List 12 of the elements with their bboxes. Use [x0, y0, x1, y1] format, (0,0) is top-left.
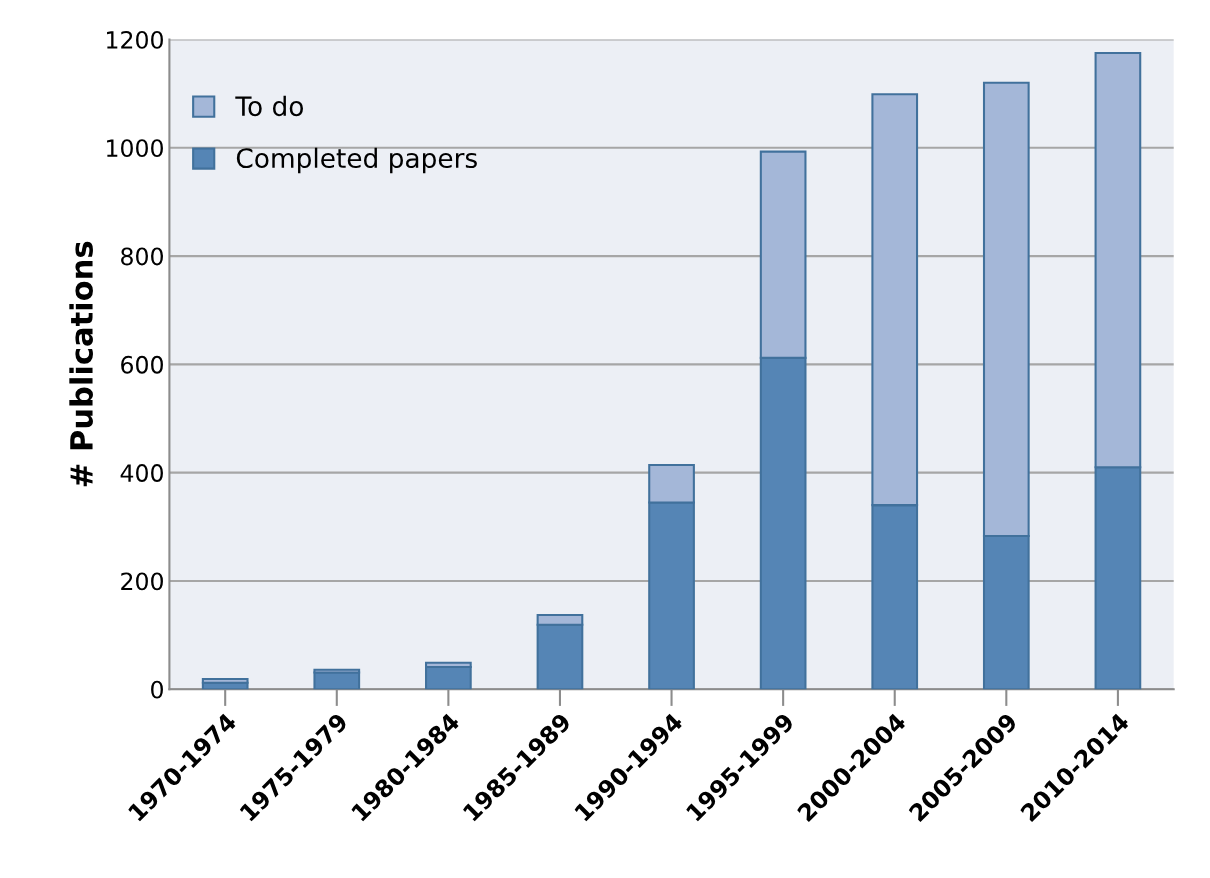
y-tick-label: 400 — [120, 464, 163, 482]
bar — [425, 665, 472, 690]
y-axis-title: # Publications — [69, 241, 93, 487]
y-tick-label: 200 — [121, 572, 163, 591]
legend-label: Completed papers — [236, 147, 477, 174]
y-tick-label: 1000 — [107, 139, 163, 158]
legend-label: To do — [235, 95, 303, 117]
y-tick-label: 800 — [121, 247, 163, 266]
y-tick-label: 600 — [121, 355, 163, 374]
bar — [313, 671, 361, 690]
y-tick-label: 0 — [151, 680, 163, 699]
y-tick-label: 1200 — [107, 30, 163, 49]
